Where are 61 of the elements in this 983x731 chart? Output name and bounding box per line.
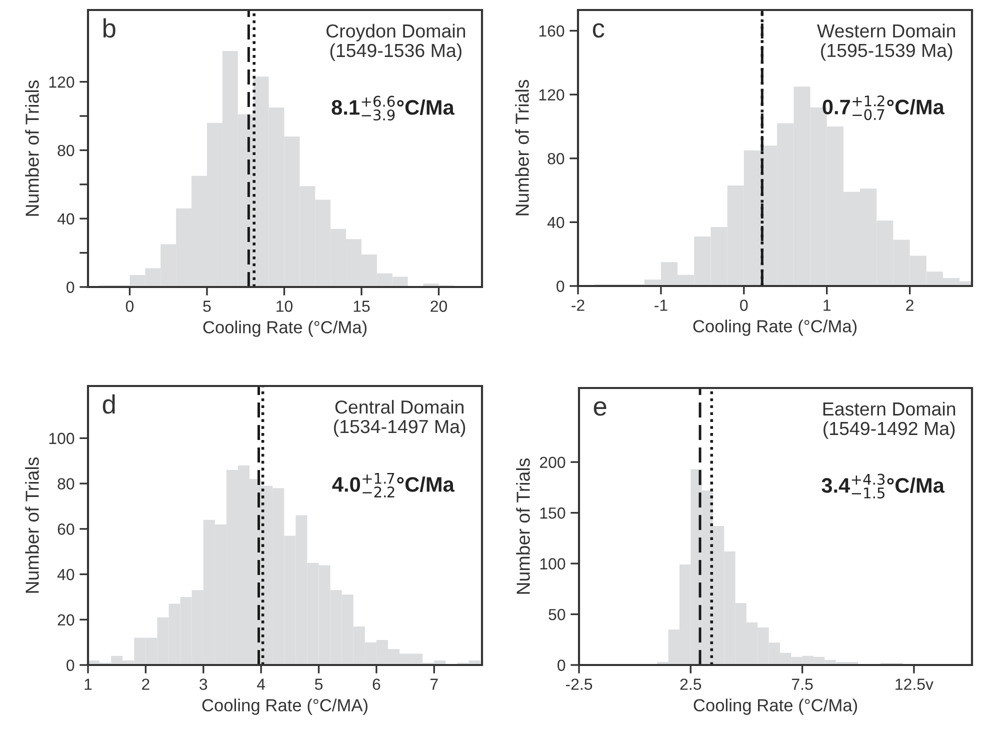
y-tick-label: 0 xyxy=(66,660,74,671)
annotation: 3.4$^{+4.3}$$_{−1.5}$°C/Ma xyxy=(822,474,945,499)
x-tick-label: 15 xyxy=(354,300,370,312)
annotation: Western Domain (1595-1539 Ma) xyxy=(817,24,956,61)
x-tick-label: 1 xyxy=(84,678,92,690)
x-tick-label: 1 xyxy=(824,300,831,311)
y-tick-label: 40 xyxy=(57,213,74,225)
annotation: e xyxy=(594,401,606,416)
y-axis-title: Number of Trials xyxy=(25,80,39,216)
x-tick-label: 20 xyxy=(430,300,447,312)
y-tick-label: 40 xyxy=(547,216,564,228)
y-tick-label: 0 xyxy=(556,280,564,292)
annotation: 4.0$^{+1.7}$$_{−2.2}$°C/Ma xyxy=(332,473,454,498)
y-tick-label: 120 xyxy=(539,89,564,100)
x-axis-title: Cooling Rate (°C/Ma) xyxy=(693,320,857,336)
annotation: Central Domain (1534-1497 Ma) xyxy=(334,400,466,437)
x-axis-title: Cooling Rate (°C/MA) xyxy=(202,698,368,715)
y-tick-label: 0 xyxy=(66,282,74,293)
y-axis-title: Number of Trials xyxy=(515,80,529,216)
x-tick-label: -2 xyxy=(572,300,584,311)
annotation: Eastern Domain (1549-1492 Ma) xyxy=(823,402,956,439)
x-tick-label: 5 xyxy=(314,678,323,690)
x-tick-label: 0 xyxy=(126,300,134,312)
x-tick-label: 6 xyxy=(372,678,380,690)
x-tick-label: 7 xyxy=(430,678,438,690)
x-tick-label: 2 xyxy=(906,300,914,311)
x-axis-title: Cooling Rate (°C/Ma) xyxy=(203,320,367,337)
x-tick-label: 4 xyxy=(256,678,266,690)
x-axis-title: Cooling Rate (°C/Ma) xyxy=(694,698,858,715)
y-tick-label: 20 xyxy=(58,614,74,626)
y-tick-label: 100 xyxy=(49,432,74,444)
y-axis-title: Number of Trials xyxy=(516,458,530,594)
x-tick-label: -1 xyxy=(654,300,668,311)
annotation: c xyxy=(592,23,604,38)
y-tick-label: 160 xyxy=(539,25,564,37)
y-tick-label: 80 xyxy=(58,144,74,156)
annotation: d xyxy=(102,394,115,414)
x-tick-label: 3 xyxy=(200,678,208,690)
x-tick-label: 7.5 xyxy=(792,678,813,690)
y-tick-label: 50 xyxy=(548,608,566,620)
x-tick-label: 5 xyxy=(203,300,211,312)
x-tick-label: 10 xyxy=(276,300,292,312)
x-tick-label: 2.5 xyxy=(680,678,702,690)
y-tick-label: 100 xyxy=(540,558,566,570)
annotation: b xyxy=(103,18,116,38)
annotation: Croydon Domain (1549-1536 Ma) xyxy=(326,24,466,61)
y-tick-label: 0 xyxy=(558,660,566,671)
y-tick-label: 40 xyxy=(57,568,74,580)
y-tick-label: 150 xyxy=(540,507,566,519)
x-tick-label: 2 xyxy=(142,678,150,690)
y-tick-label: 60 xyxy=(58,524,74,535)
y-tick-label: 120 xyxy=(49,76,74,88)
x-tick-label: 0 xyxy=(740,300,748,311)
annotation: 0.7$^{+1.2}$$_{−0.7}$°C/Ma xyxy=(822,95,944,120)
y-axis-title: Number of Trials xyxy=(25,457,39,593)
x-tick-label: 12.5v xyxy=(896,678,934,690)
y-tick-label: 80 xyxy=(548,153,564,164)
y-tick-label: 200 xyxy=(540,456,566,468)
x-tick-label: -2.5 xyxy=(566,678,592,690)
annotation: 8.1$^{+6.6}$$_{−3.9}$°C/Ma xyxy=(332,96,454,121)
y-tick-label: 80 xyxy=(58,478,74,490)
